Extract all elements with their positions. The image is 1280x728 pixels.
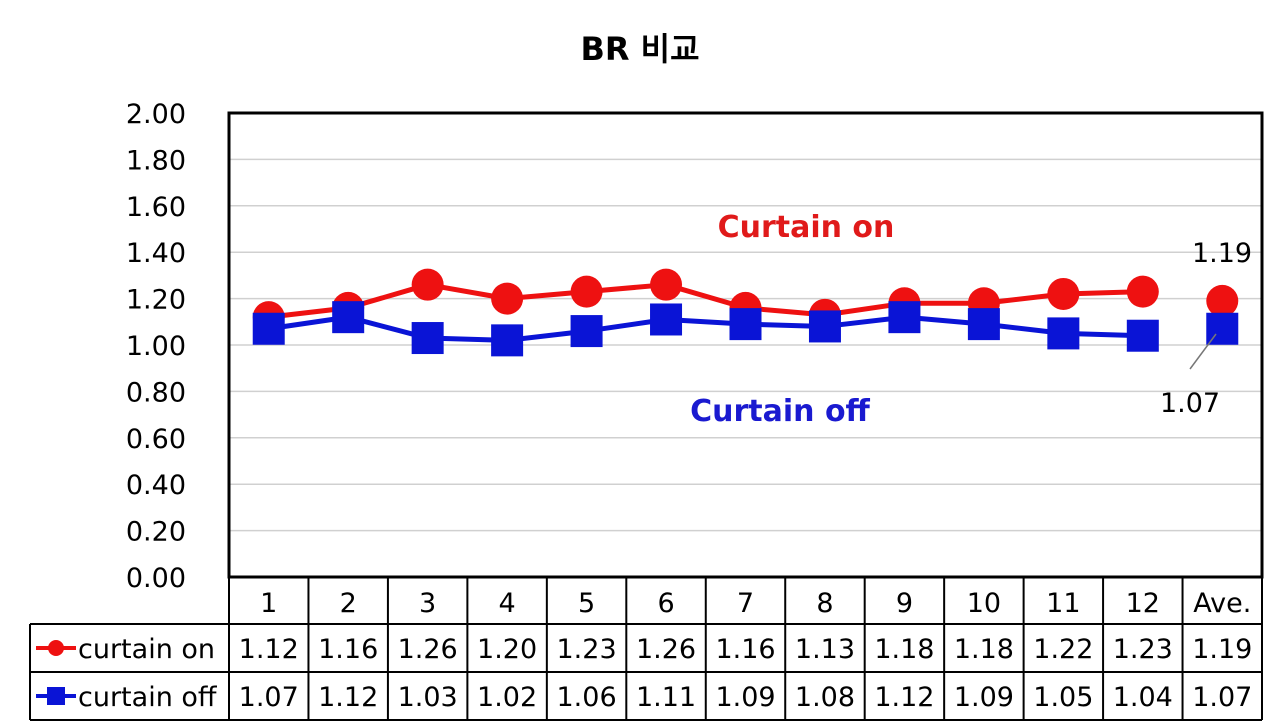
category-label: 9 [896, 588, 913, 619]
data-point [650, 303, 683, 336]
data-point [1126, 275, 1159, 308]
table-cell-value: 1.03 [398, 682, 458, 713]
table-cell-value: 1.06 [557, 682, 617, 713]
annotations: Curtain on Curtain off 1.19 1.07 [690, 210, 1252, 429]
average-value-label-off: 1.07 [1160, 388, 1220, 419]
table-cell-value: 1.26 [398, 634, 458, 665]
table-cell-value: 1.07 [239, 682, 299, 713]
category-label: 7 [737, 588, 754, 619]
table-cell-value: 1.08 [795, 682, 855, 713]
y-tick-label: 0.80 [126, 377, 186, 408]
data-point [332, 301, 365, 334]
leader-line [1189, 333, 1217, 370]
table-cell-value: 1.02 [477, 682, 537, 713]
y-tick-label: 1.40 [126, 238, 186, 269]
data-point [570, 275, 603, 308]
data-point [1047, 317, 1080, 350]
y-tick-label: 0.60 [126, 424, 186, 455]
legend-entry: curtain on [78, 634, 215, 665]
y-tick-label: 1.20 [126, 285, 186, 316]
table-cell-value: 1.18 [874, 634, 934, 665]
data-point [1206, 284, 1239, 317]
series-annotation-on: Curtain on [718, 210, 895, 245]
table-cell-value: 1.11 [636, 682, 696, 713]
data-point [808, 310, 841, 343]
data-point [411, 268, 444, 301]
data-point [650, 268, 683, 301]
series-layer [252, 268, 1239, 357]
y-axis-ticks: 0.00 0.20 0.40 0.60 0.80 1.00 1.20 1.40 1.60 1.80… [126, 99, 186, 594]
table-cell-value: 1.22 [1033, 634, 1093, 665]
table-cell-value: 1.23 [557, 634, 617, 665]
average-value-label-on: 1.19 [1192, 238, 1252, 269]
table-cell-value: 1.19 [1192, 634, 1252, 665]
data-point [570, 315, 603, 348]
series-annotation-off: Curtain off [690, 394, 870, 429]
table-cell-value: 1.12 [318, 682, 378, 713]
table-cell-value: 1.18 [954, 634, 1014, 665]
table-cell-value: 1.05 [1033, 682, 1093, 713]
y-tick-label: 2.00 [126, 99, 186, 130]
table-cell-value: 1.09 [715, 682, 775, 713]
data-point [1126, 319, 1159, 352]
data-point [252, 312, 285, 345]
data-point [888, 301, 921, 334]
table-cell-value: 1.09 [954, 682, 1014, 713]
plot-area-frame [227, 111, 1264, 579]
data-point [1047, 277, 1080, 310]
data-point [491, 282, 524, 315]
legend-key-marker [47, 687, 65, 705]
table-cell-value: 1.12 [874, 682, 934, 713]
table-cell-value: 1.07 [1192, 682, 1252, 713]
category-label: 6 [657, 588, 674, 619]
y-tick-label: 1.60 [126, 192, 186, 223]
category-label: 8 [816, 588, 833, 619]
category-label: 2 [340, 588, 357, 619]
series-line [268, 282, 1143, 320]
data-table: 1 2 3 4 5 6 7 8 9 10 11 12 Ave.curtain on 1.12 1.16 1.2… [29, 576, 1263, 721]
category-label: 4 [499, 588, 516, 619]
y-tick-label: 0.40 [126, 470, 186, 501]
data-point [491, 324, 524, 357]
category-label: 5 [578, 588, 595, 619]
data-point [729, 308, 762, 341]
legend-key-marker [48, 640, 64, 656]
legend-entry: curtain off [78, 682, 218, 713]
data-point [411, 322, 444, 355]
table-cell-value: 1.20 [477, 634, 537, 665]
table-cell-value: 1.16 [715, 634, 775, 665]
y-tick-label: 0.00 [126, 563, 186, 594]
table-cell-value: 1.16 [318, 634, 378, 665]
y-tick-label: 1.80 [126, 145, 186, 176]
table-cell-value: 1.12 [239, 634, 299, 665]
table-cell-value: 1.26 [636, 634, 696, 665]
category-label: 1 [260, 588, 277, 619]
y-tick-label: 1.00 [126, 331, 186, 362]
table-cell-value: 1.23 [1113, 634, 1173, 665]
table-cell-value: 1.13 [795, 634, 855, 665]
category-label: 12 [1126, 588, 1160, 619]
category-label: 3 [419, 588, 436, 619]
category-label: Ave. [1193, 588, 1251, 619]
series-line [268, 314, 1143, 343]
chart-title: BR 비교 [580, 30, 699, 68]
y-tick-label: 0.20 [126, 517, 186, 548]
category-label: 10 [967, 588, 1001, 619]
table-cell-value: 1.04 [1113, 682, 1173, 713]
category-label: 11 [1046, 588, 1080, 619]
data-point [967, 308, 1000, 341]
